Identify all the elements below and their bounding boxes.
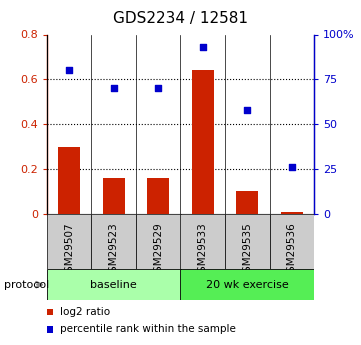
Bar bbox=[47, 269, 180, 300]
Text: GSM29536: GSM29536 bbox=[287, 222, 297, 279]
Point bbox=[200, 44, 206, 50]
Point bbox=[66, 68, 72, 73]
Text: 20 wk exercise: 20 wk exercise bbox=[206, 280, 289, 289]
Bar bbox=[136, 214, 180, 269]
Text: protocol: protocol bbox=[4, 280, 49, 289]
Text: GSM29533: GSM29533 bbox=[198, 222, 208, 279]
Point bbox=[155, 86, 161, 91]
Bar bbox=[236, 191, 258, 214]
Point bbox=[244, 107, 250, 112]
Point bbox=[289, 165, 295, 170]
Text: GSM29523: GSM29523 bbox=[109, 222, 119, 279]
Bar bbox=[280, 211, 303, 214]
Bar bbox=[192, 70, 214, 214]
Bar bbox=[225, 214, 270, 269]
Text: GDS2234 / 12581: GDS2234 / 12581 bbox=[113, 11, 248, 27]
Bar bbox=[180, 214, 225, 269]
Bar bbox=[270, 214, 314, 269]
Bar bbox=[103, 178, 125, 214]
Text: GSM29507: GSM29507 bbox=[64, 222, 74, 279]
Bar bbox=[47, 214, 91, 269]
Bar bbox=[58, 147, 80, 214]
Bar bbox=[91, 214, 136, 269]
Text: GSM29535: GSM29535 bbox=[242, 222, 252, 279]
Text: log2 ratio: log2 ratio bbox=[60, 307, 110, 317]
Text: baseline: baseline bbox=[90, 280, 137, 289]
Bar bbox=[147, 178, 169, 214]
Text: GSM29529: GSM29529 bbox=[153, 222, 163, 279]
Point bbox=[111, 86, 117, 91]
Text: percentile rank within the sample: percentile rank within the sample bbox=[60, 325, 235, 334]
Bar bbox=[180, 269, 314, 300]
